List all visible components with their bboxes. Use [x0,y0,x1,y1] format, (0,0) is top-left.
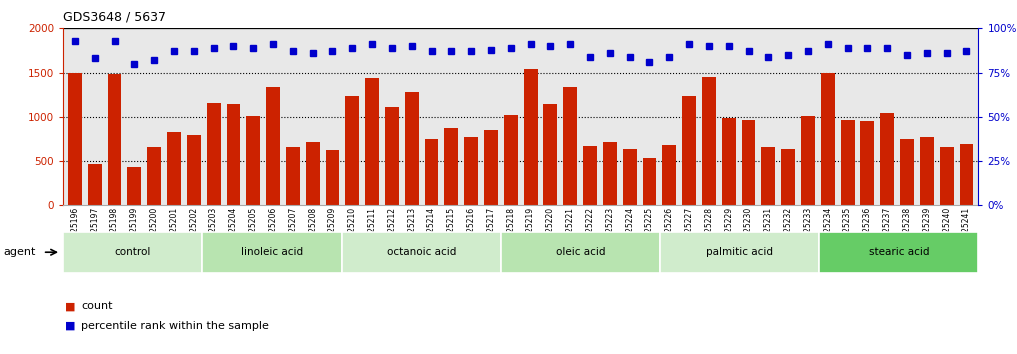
Bar [603,142,616,205]
Bar [108,74,121,205]
Bar [63,232,202,273]
Bar [325,149,340,205]
Bar [841,120,854,205]
Text: agent: agent [3,247,36,257]
Bar [524,69,538,205]
Bar [346,97,359,205]
Bar [342,232,500,273]
Text: ■: ■ [65,301,75,311]
Bar [266,87,280,205]
Bar [881,113,894,205]
Bar [801,116,815,205]
Bar [622,149,637,205]
Bar [781,149,795,205]
Text: octanoic acid: octanoic acid [386,247,456,257]
Text: count: count [81,301,113,311]
Bar [167,132,181,205]
Text: percentile rank within the sample: percentile rank within the sample [81,321,270,331]
Bar [405,92,419,205]
Bar [206,103,221,205]
Text: palmitic acid: palmitic acid [706,247,773,257]
Bar [500,232,660,273]
Text: linoleic acid: linoleic acid [241,247,303,257]
Text: GDS3648 / 5637: GDS3648 / 5637 [63,11,166,24]
Bar [147,147,161,205]
Bar [662,145,676,205]
Text: control: control [115,247,151,257]
Bar [940,147,954,205]
Bar [306,142,319,205]
Text: ■: ■ [65,321,75,331]
Bar [643,159,656,205]
Bar [503,115,518,205]
Bar [702,77,716,205]
Bar [385,107,399,205]
Bar [202,232,342,273]
Bar [821,73,835,205]
Bar [543,104,557,205]
Bar [819,232,978,273]
Bar [860,121,875,205]
Bar [444,129,459,205]
Bar [682,97,696,205]
Bar [464,137,478,205]
Bar [87,164,102,205]
Bar [227,104,240,205]
Bar [900,139,914,205]
Bar [920,137,934,205]
Text: stearic acid: stearic acid [869,247,929,257]
Bar [583,146,597,205]
Bar [722,118,735,205]
Bar [187,135,200,205]
Bar [741,120,756,205]
Bar [660,232,819,273]
Bar [246,116,260,205]
Bar [762,147,775,205]
Bar [365,78,379,205]
Bar [484,130,498,205]
Bar [563,87,578,205]
Bar [286,147,300,205]
Bar [68,73,82,205]
Text: oleic acid: oleic acid [555,247,605,257]
Bar [959,144,973,205]
Bar [425,139,438,205]
Bar [127,167,141,205]
